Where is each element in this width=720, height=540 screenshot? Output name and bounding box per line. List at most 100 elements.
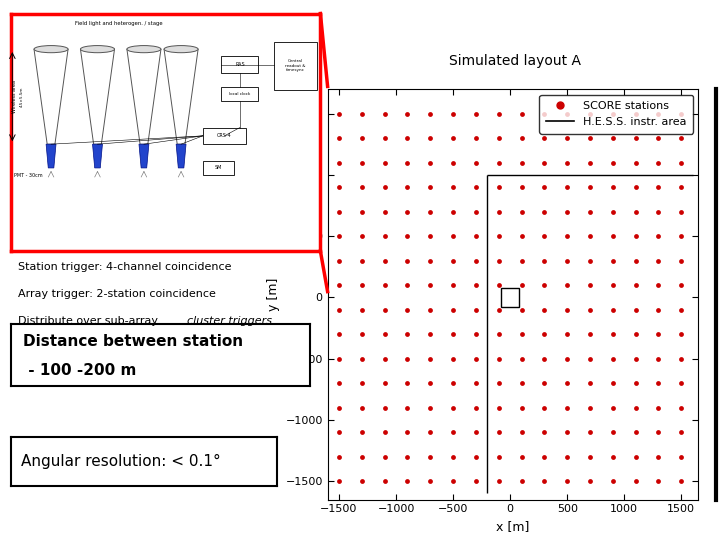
Text: Distribute over sub-array: Distribute over sub-array (18, 316, 161, 326)
Point (539, 134, 550, 143)
Point (333, 330, 345, 339)
Point (493, 305, 505, 314)
Point (402, 134, 413, 143)
Point (630, 354, 642, 363)
Point (447, 403, 459, 412)
Point (653, 183, 665, 191)
Point (356, 428, 368, 436)
Point (584, 379, 595, 387)
Point (425, 207, 436, 216)
Point (607, 256, 618, 265)
Point (333, 403, 345, 412)
Point (607, 354, 618, 363)
Point (584, 453, 595, 461)
Point (379, 453, 390, 461)
Point (356, 330, 368, 339)
Point (516, 354, 527, 363)
X-axis label: x [m]: x [m] (496, 520, 530, 533)
Point (425, 305, 436, 314)
Point (607, 428, 618, 436)
Point (562, 134, 573, 143)
Point (447, 207, 459, 216)
Text: 4.5×5.5m: 4.5×5.5m (20, 86, 24, 107)
Point (630, 379, 642, 387)
Point (333, 134, 345, 143)
Point (379, 183, 390, 191)
Point (539, 232, 550, 240)
Point (425, 134, 436, 143)
Point (470, 109, 482, 118)
Point (356, 256, 368, 265)
Point (493, 207, 505, 216)
Point (562, 403, 573, 412)
Point (493, 281, 505, 289)
Point (379, 158, 390, 167)
Point (356, 379, 368, 387)
Point (379, 330, 390, 339)
Point (333, 256, 345, 265)
Point (516, 428, 527, 436)
Point (379, 134, 390, 143)
Point (562, 477, 573, 485)
Point (584, 354, 595, 363)
Ellipse shape (34, 45, 68, 53)
Point (630, 477, 642, 485)
Point (516, 403, 527, 412)
Ellipse shape (81, 45, 114, 53)
Text: Array trigger: 2-station coincidence: Array trigger: 2-station coincidence (18, 289, 216, 299)
Point (584, 330, 595, 339)
Bar (221, 56, 258, 73)
Point (562, 109, 573, 118)
Point (516, 158, 527, 167)
Polygon shape (164, 49, 198, 144)
Point (675, 379, 687, 387)
Point (356, 305, 368, 314)
Point (675, 256, 687, 265)
Point (584, 305, 595, 314)
Point (516, 256, 527, 265)
Point (356, 477, 368, 485)
Point (584, 281, 595, 289)
Point (630, 330, 642, 339)
Text: Distance between station: Distance between station (23, 334, 243, 349)
Point (653, 403, 665, 412)
Y-axis label: y [m]: y [m] (267, 278, 280, 311)
Polygon shape (34, 49, 68, 144)
Point (539, 256, 550, 265)
Point (379, 256, 390, 265)
Text: Wireless area: Wireless area (12, 80, 17, 113)
Point (653, 453, 665, 461)
Point (447, 183, 459, 191)
Polygon shape (176, 144, 186, 168)
Point (675, 109, 687, 118)
Point (493, 109, 505, 118)
Point (447, 305, 459, 314)
Point (425, 453, 436, 461)
Text: Simulated layout A: Simulated layout A (449, 53, 581, 68)
Point (630, 428, 642, 436)
Text: Station trigger: 4-channel coincidence: Station trigger: 4-channel coincidence (18, 262, 232, 272)
Point (402, 281, 413, 289)
Point (562, 281, 573, 289)
Point (356, 109, 368, 118)
Point (516, 232, 527, 240)
Point (516, 134, 527, 143)
Point (470, 379, 482, 387)
Point (447, 232, 459, 240)
Point (379, 281, 390, 289)
Point (402, 305, 413, 314)
Point (607, 403, 618, 412)
Point (653, 134, 665, 143)
Point (653, 207, 665, 216)
Point (607, 207, 618, 216)
Point (584, 256, 595, 265)
Point (630, 453, 642, 461)
Point (653, 158, 665, 167)
Text: SM: SM (215, 165, 222, 171)
Point (630, 305, 642, 314)
Point (630, 281, 642, 289)
Point (470, 354, 482, 363)
Point (516, 109, 527, 118)
Point (425, 354, 436, 363)
Ellipse shape (164, 45, 198, 53)
